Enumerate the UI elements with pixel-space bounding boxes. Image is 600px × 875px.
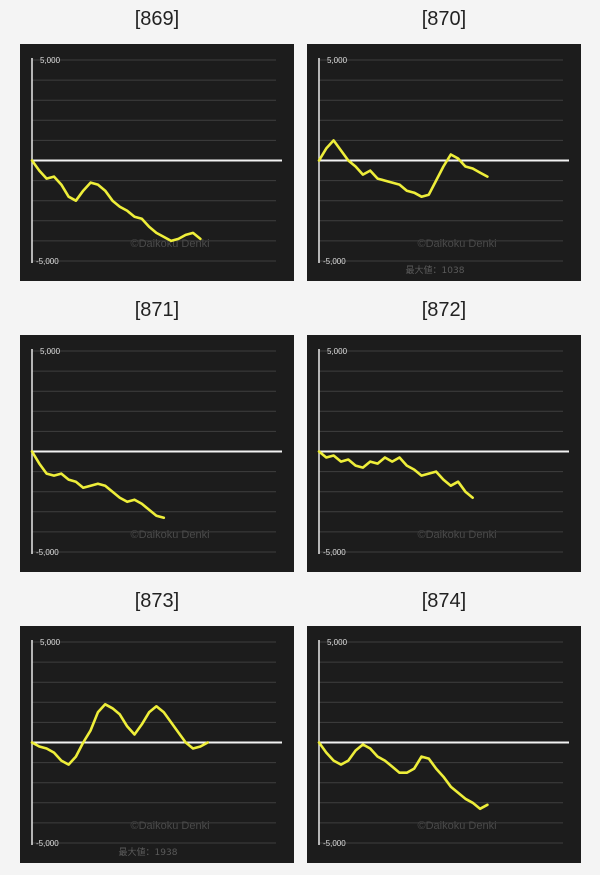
ytick-top-label: 5,000 [327,638,348,647]
series-line [30,703,209,766]
chart-panel: 5,000 -5,000 ©Daikoku Denki [307,335,581,572]
series-line [317,741,489,811]
watermark: ©Daikoku Denki [130,238,209,250]
ytick-bottom-label: -5,000 [36,839,59,848]
ytick-bottom-label: -5,000 [323,257,346,266]
ytick-top-label: 5,000 [327,347,348,356]
chart-panel: 5,000 -5,000 ©Daikoku Denki [20,335,294,572]
watermark: ©Daikoku Denki [417,820,496,832]
chart-title: [873] [134,590,180,612]
watermark: ©Daikoku Denki [130,529,209,541]
max-value-caption: 最大値：1938 [119,846,178,858]
chart-svg: 5,000 -5,000 ©Daikoku Denki 最大値：1938 [30,638,282,858]
chart-title: [871] [134,299,180,321]
chart-title: [870] [421,8,467,30]
chart-svg: 5,000 -5,000 ©Daikoku Denki 最大値：1038 [317,56,569,276]
ytick-top-label: 5,000 [40,56,61,65]
ytick-bottom-label: -5,000 [36,257,59,266]
series-line [30,450,166,520]
watermark: ©Daikoku Denki [417,238,496,250]
ytick-top-label: 5,000 [40,347,61,356]
ytick-top-label: 5,000 [327,56,348,65]
series-line [30,159,202,243]
ytick-bottom-label: -5,000 [36,548,59,557]
chart-svg: 5,000 -5,000 ©Daikoku Denki [30,56,282,266]
chart-title: [872] [421,299,467,321]
chart-title: [869] [134,8,180,30]
series-line [317,139,489,198]
chart-svg: 5,000 -5,000 ©Daikoku Denki [317,638,569,848]
watermark: ©Daikoku Denki [130,820,209,832]
ytick-bottom-label: -5,000 [323,548,346,557]
chart-svg: 5,000 -5,000 ©Daikoku Denki [317,347,569,557]
watermark: ©Daikoku Denki [417,529,496,541]
ytick-top-label: 5,000 [40,638,61,647]
max-value-caption: 最大値：1038 [406,264,465,276]
chart-panel: 5,000 -5,000 ©Daikoku Denki [307,626,581,863]
chart-panel: 5,000 -5,000 ©Daikoku Denki 最大値：1938 [20,626,294,863]
chart-svg: 5,000 -5,000 ©Daikoku Denki [30,347,282,557]
chart-title: [874] [421,590,467,612]
chart-panel: 5,000 -5,000 ©Daikoku Denki 最大値：1038 [307,44,581,281]
series-line [317,450,474,499]
chart-panel: 5,000 -5,000 ©Daikoku Denki [20,44,294,281]
ytick-bottom-label: -5,000 [323,839,346,848]
